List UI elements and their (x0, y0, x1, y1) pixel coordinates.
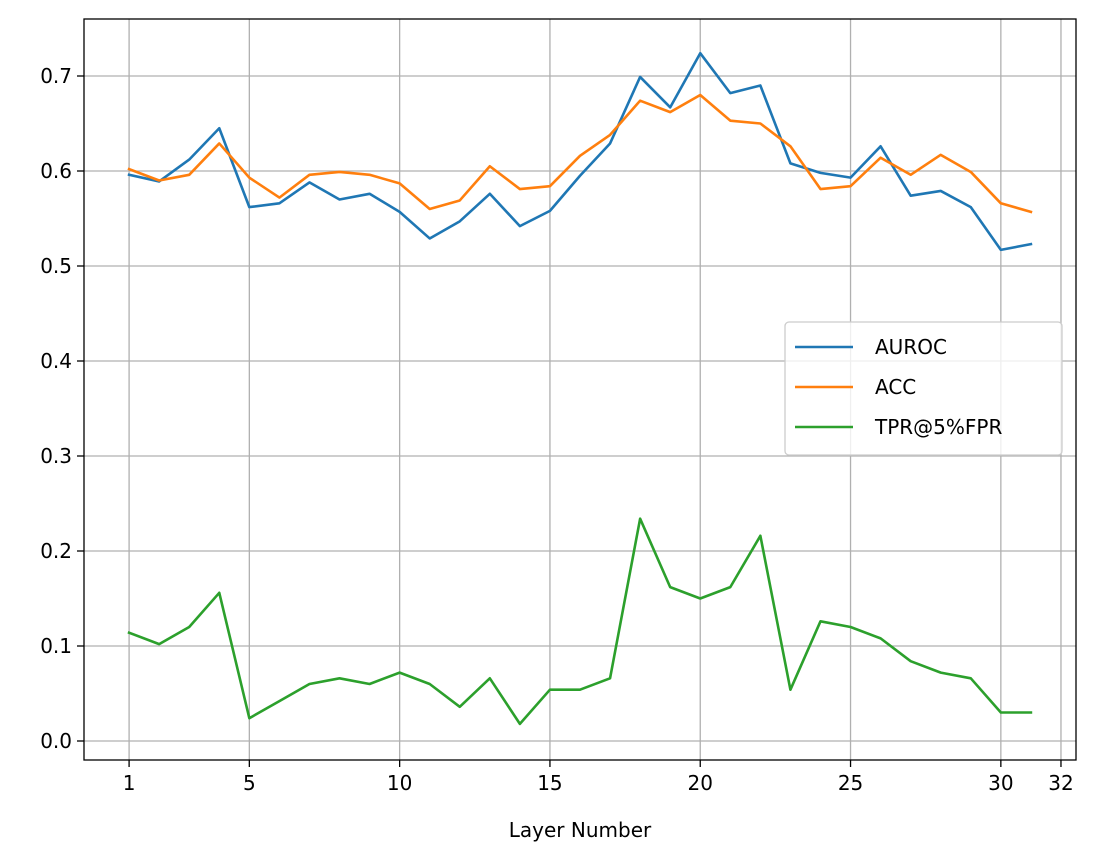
x-tick-label: 20 (688, 771, 713, 795)
x-tick-label: 5 (243, 771, 256, 795)
legend: AUROC ACC TPR@5%FPR (784, 321, 1063, 456)
x-tick-label: 1 (123, 771, 136, 795)
x-tick-label: 15 (537, 771, 562, 795)
series-line-acc (127, 93, 1033, 214)
axis-ticks: 1 5 10 15 20 25 30 320.00.10.20.30.40.50.60.7 (40, 64, 1074, 795)
x-tick-label: 10 (387, 771, 412, 795)
x-axis-label: Layer Number (509, 818, 652, 842)
x-tick-label: 25 (838, 771, 863, 795)
y-tick-label: 0.5 (40, 254, 72, 278)
grid-lines (84, 19, 1076, 760)
y-tick-label: 0.6 (40, 159, 72, 183)
series-line-tpr-5-fpr (127, 517, 1033, 726)
legend-box (784, 321, 1063, 456)
x-tick-label: 30 (988, 771, 1013, 795)
y-tick-label: 0.3 (40, 444, 72, 468)
y-tick-label: 0.2 (40, 539, 72, 563)
y-tick-label: 0.0 (40, 729, 72, 753)
y-tick-label: 0.4 (40, 349, 72, 373)
series-lines (127, 51, 1033, 726)
plot-frame (83, 18, 1077, 761)
legend-label: ACC (875, 375, 916, 399)
y-tick-label: 0.7 (40, 64, 72, 88)
legend-label: TPR@5%FPR (874, 415, 1002, 439)
legend-label: AUROC (875, 335, 947, 359)
series-line-auroc (127, 51, 1033, 252)
y-tick-label: 0.1 (40, 634, 72, 658)
x-tick-label: 32 (1048, 771, 1073, 795)
